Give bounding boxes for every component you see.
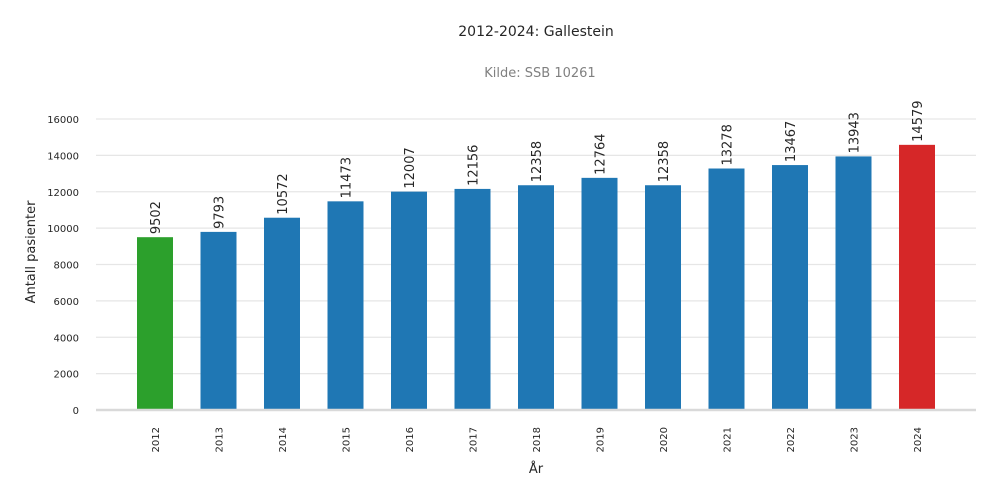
data-label-2024: 14579	[911, 100, 926, 141]
data-label-2021: 13278	[721, 124, 736, 165]
y-tick-label: 6000	[54, 297, 79, 308]
y-tick-label: 4000	[54, 333, 79, 344]
bar-2021	[708, 168, 745, 410]
x-tick-label-2023: 2023	[850, 427, 861, 452]
x-tick-label-2013: 2013	[215, 427, 226, 452]
y-tick-label: 14000	[47, 151, 79, 162]
x-tick-label-2014: 2014	[278, 427, 289, 452]
bar-2015	[327, 201, 364, 410]
data-labels: 9502 9793 10572 11473 12007 12156 12358 12764 12…	[149, 100, 926, 234]
bar-2024	[899, 144, 935, 411]
data-label-2020: 12358	[657, 141, 672, 182]
y-tick-label: 10000	[47, 224, 79, 235]
x-tick-label-2017: 2017	[469, 427, 480, 452]
data-label-2013: 9793	[213, 196, 228, 229]
data-label-2014: 10572	[276, 173, 291, 214]
bar-2012	[137, 237, 173, 410]
y-tick-label: 16000	[47, 115, 79, 126]
bar-2023	[835, 156, 872, 410]
bar-2013	[200, 231, 237, 410]
bar-2018	[518, 185, 554, 410]
x-tick-label-2012: 2012	[151, 427, 162, 452]
bar-2014	[264, 217, 300, 410]
x-tick-label-2022: 2022	[786, 427, 797, 452]
data-label-2018: 12358	[530, 141, 545, 182]
y-axis-label: Antall pasienter	[24, 200, 39, 303]
y-tick-label: 0	[73, 406, 79, 417]
x-tick-label-2015: 2015	[342, 427, 353, 452]
bar-2019	[581, 177, 618, 410]
x-tick-label-2016: 2016	[405, 427, 416, 452]
bar-2022	[772, 165, 808, 410]
data-label-2012: 9502	[149, 201, 164, 234]
y-tick-label: 2000	[54, 370, 79, 381]
x-axis-ticks: 2012 2013 2014 2015 2016 2017 2018 2019 2020 2021…	[151, 427, 924, 452]
y-axis-ticks: 0 2000 4000 6000 8000 10000 12000 14000 16000	[47, 115, 79, 417]
x-tick-label-2018: 2018	[532, 427, 543, 452]
chart-subtitle: Kilde: SSB 10261	[484, 66, 595, 81]
x-tick-label-2019: 2019	[596, 427, 607, 452]
bar-2017	[454, 188, 491, 410]
bar-2020	[645, 185, 681, 410]
bars	[137, 144, 935, 411]
data-label-2019: 12764	[594, 133, 609, 174]
y-tick-label: 12000	[47, 188, 79, 199]
x-tick-label-2024: 2024	[913, 427, 924, 452]
data-label-2016: 12007	[403, 147, 418, 188]
bar-2016	[391, 191, 427, 410]
chart-title: 2012-2024: Gallestein	[458, 24, 613, 40]
y-tick-label: 8000	[54, 261, 79, 272]
x-axis-label: År	[529, 461, 544, 477]
data-label-2017: 12156	[467, 145, 482, 186]
data-label-2022: 13467	[784, 121, 799, 162]
x-tick-label-2020: 2020	[659, 427, 670, 452]
x-tick-label-2021: 2021	[723, 427, 734, 452]
data-label-2023: 13943	[848, 112, 863, 153]
data-label-2015: 11473	[340, 157, 355, 198]
